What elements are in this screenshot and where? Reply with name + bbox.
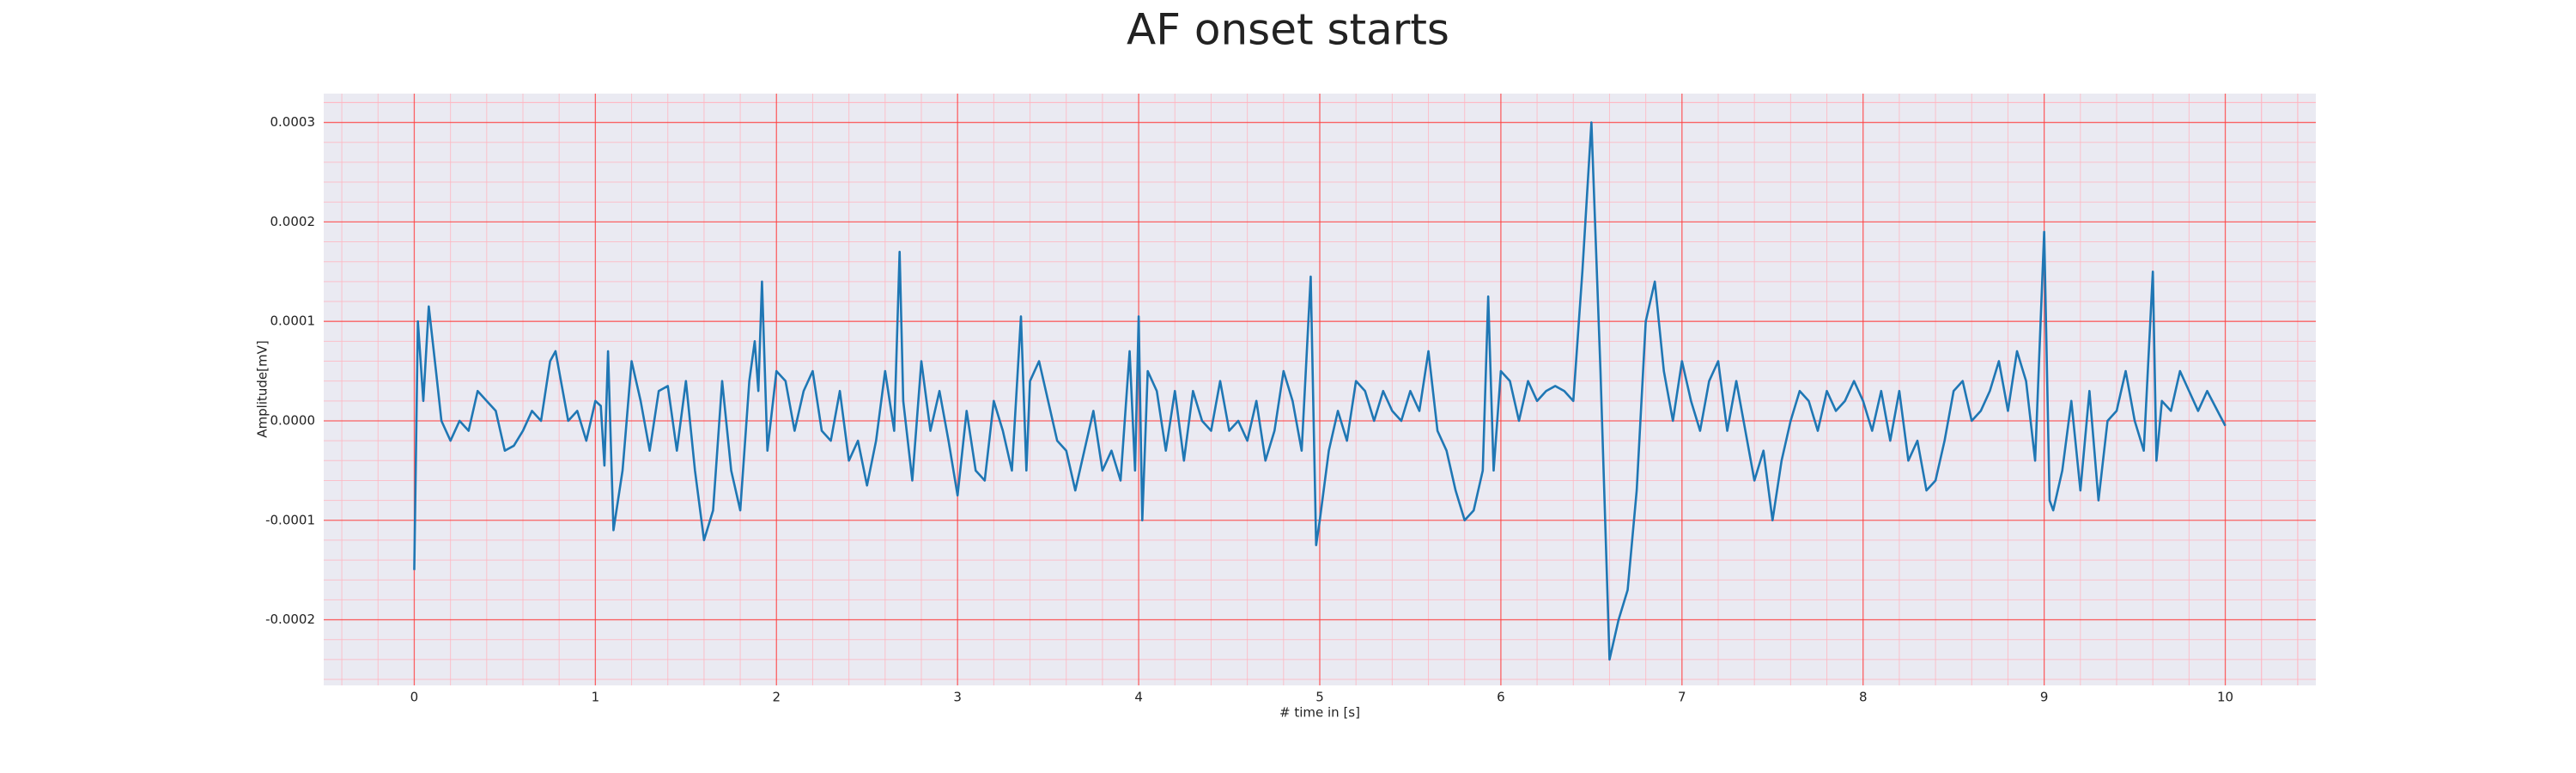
x-axis-label: # time in [s] (1279, 705, 1360, 721)
x-tick-label: 8 (1859, 690, 1868, 705)
x-tick-label: 3 (953, 690, 962, 705)
x-tick-label: 7 (1678, 690, 1686, 705)
y-tick-label: 0.0002 (270, 214, 316, 229)
y-tick-label: 0.0001 (270, 313, 316, 329)
y-tick-label: -0.0001 (265, 512, 315, 527)
chart-title: AF onset starts (1127, 5, 1449, 55)
y-axis-label: Amplitude[mV] (255, 340, 270, 437)
x-tick-label: 1 (592, 690, 600, 705)
y-tick-label: 0.0003 (270, 114, 316, 130)
x-tick-label: 4 (1134, 690, 1143, 705)
line-series (413, 121, 2227, 661)
x-tick-label: 0 (410, 690, 419, 705)
x-tick-label: 5 (1315, 690, 1324, 705)
y-tick-label: -0.0002 (265, 612, 315, 627)
y-tick-label: 0.0000 (270, 412, 316, 428)
x-tick-label: 6 (1497, 690, 1505, 705)
x-tick-label: 2 (772, 690, 781, 705)
x-tick-label: 10 (2217, 690, 2233, 705)
x-tick-label: 9 (2040, 690, 2049, 705)
